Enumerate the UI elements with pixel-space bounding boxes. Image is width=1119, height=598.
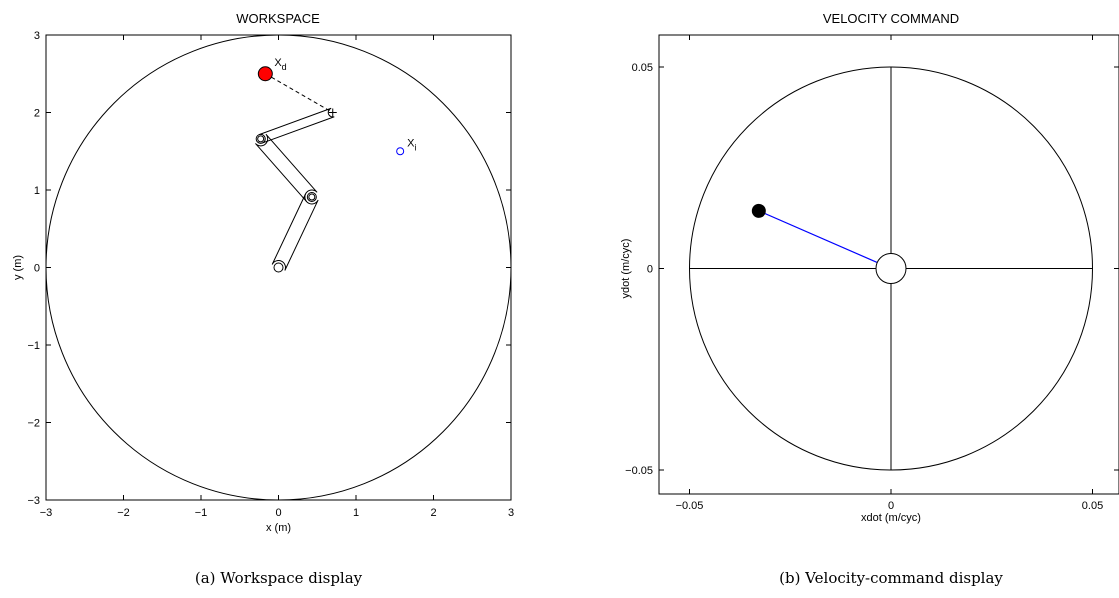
workspace-ytick-label: −2 — [27, 418, 40, 430]
velocity-caption: (b) Velocity-command display — [779, 569, 1003, 587]
velocity-y-axis-label: ydot (m/cyc) — [620, 239, 632, 299]
workspace-title: WORKSPACE — [236, 11, 320, 26]
velocity-xtick-label: −0.05 — [676, 500, 704, 512]
workspace-caption: (a) Workspace display — [195, 569, 363, 587]
workspace-ytick-label: −3 — [27, 495, 40, 507]
velocity-panel: VELOCITY COMMAND −0.05 0 0.05 −0.05 0 0.… — [620, 11, 1119, 587]
robot-joint-inner — [308, 193, 316, 201]
velocity-ytick-label: −0.05 — [625, 465, 653, 477]
velocity-ytick-label: 0 — [647, 264, 653, 276]
workspace-xtick-label: −2 — [117, 507, 130, 519]
velocity-command-marker[interactable] — [751, 203, 766, 218]
desired-target-label: Xd — [274, 57, 286, 72]
velocity-command-vector — [758, 210, 892, 270]
desired-target-marker — [257, 66, 273, 82]
workspace-xtick-label: −1 — [195, 507, 208, 519]
workspace-ytick-label: 2 — [34, 108, 40, 120]
workspace-ytick-label: −1 — [27, 340, 40, 352]
velocity-deadzone-circle — [875, 253, 907, 284]
workspace-x-axis-label: x (m) — [266, 522, 291, 534]
velocity-ytick-label: 0.05 — [632, 62, 653, 74]
velocity-ticks — [659, 35, 1119, 494]
workspace-xtick-label: 3 — [508, 507, 514, 519]
workspace-xtick-label: 2 — [430, 507, 436, 519]
workspace-xtick-label: 0 — [275, 507, 281, 519]
velocity-xtick-label: 0 — [888, 500, 894, 512]
velocity-xtick-label: 0.05 — [1082, 500, 1103, 512]
end-effector-cross-marker — [328, 108, 337, 117]
workspace-ytick-label: 3 — [34, 30, 40, 42]
workspace-xtick-label: 1 — [353, 507, 359, 519]
workspace-y-ticks — [46, 34, 511, 501]
workspace-xtick-label: −3 — [40, 507, 53, 519]
workspace-y-axis-label: y (m) — [12, 255, 24, 280]
robot-arm — [255, 107, 335, 273]
workspace-ytick-label: 0 — [34, 263, 40, 275]
initial-target-label: Xi — [407, 137, 416, 152]
velocity-title: VELOCITY COMMAND — [823, 11, 959, 26]
initial-target-marker — [396, 147, 405, 156]
velocity-x-axis-label: xdot (m/cyc) — [861, 512, 921, 524]
workspace-ytick-label: 1 — [34, 185, 40, 197]
workspace-x-ticks — [45, 35, 512, 500]
robot-joint-inner — [257, 135, 265, 143]
desired-direction-dashed-line — [265, 73, 333, 113]
robot-joint — [273, 262, 284, 273]
workspace-panel: WORKSPACE −3 −2 −1 0 1 2 3 −3 −2 −1 0 1 … — [12, 11, 514, 587]
